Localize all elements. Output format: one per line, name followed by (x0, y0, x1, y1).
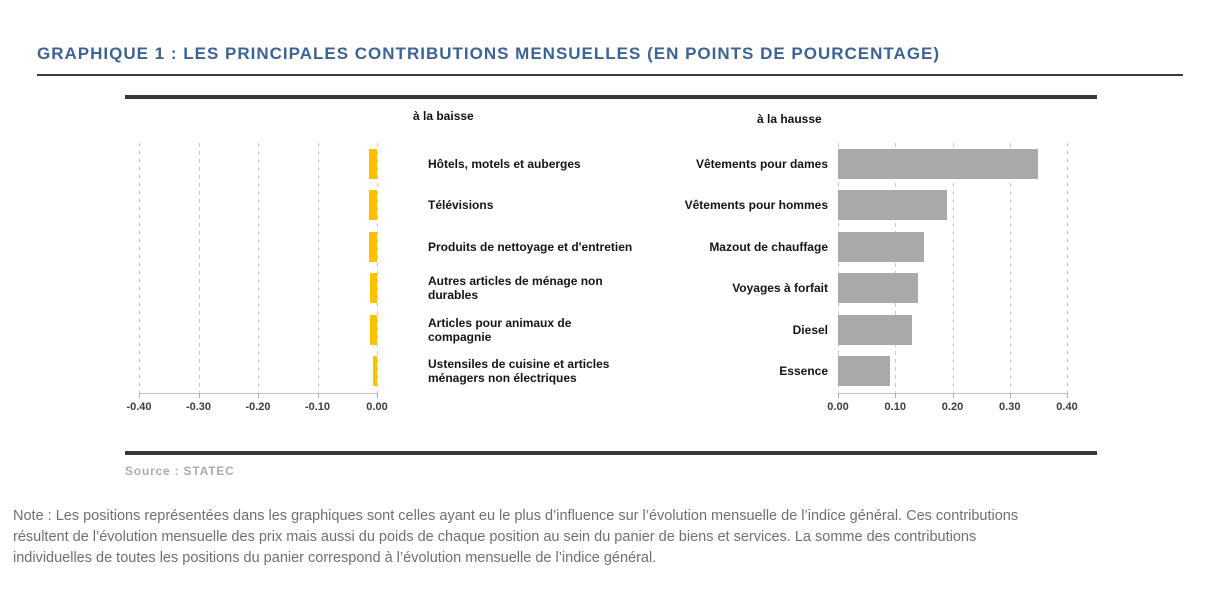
x-tick-label: 0.40 (1056, 401, 1078, 413)
category-label: Produits de nettoyage et d'entretien (428, 239, 633, 254)
axis-tick (139, 393, 140, 398)
x-tick-label: -0.10 (304, 401, 331, 413)
x-axis-line (838, 393, 1067, 394)
figure-bottom-rule (125, 451, 1097, 455)
chart-up-header: à la hausse (757, 112, 822, 126)
x-tick-label: 0.30 (999, 401, 1021, 413)
bar (838, 273, 919, 304)
axis-tick (258, 393, 259, 398)
x-tick-label: -0.20 (245, 401, 271, 413)
category-label: Vêtements pour dames (695, 157, 828, 171)
category-label: Diesel (792, 322, 828, 337)
bar (369, 273, 377, 304)
title-underline-rule (37, 74, 1183, 76)
gridline (139, 143, 140, 393)
axis-tick (952, 393, 954, 398)
bar (838, 149, 1039, 179)
x-tick-label: -0.30 (185, 401, 212, 413)
x-tick-label: 0.10 (884, 401, 906, 413)
gridline (1067, 143, 1068, 393)
axis-tick (198, 393, 200, 398)
category-label: Essence (779, 364, 828, 378)
gridline (198, 143, 200, 393)
category-label: Autres articles de ménage non durables (428, 274, 603, 303)
x-axis-line (139, 393, 377, 394)
category-label: Voyages à forfait (732, 281, 828, 296)
bar (369, 149, 377, 179)
bar (838, 356, 890, 386)
category-label: Vêtements pour hommes (684, 198, 828, 213)
source-label: Source : STATEC (125, 464, 235, 478)
gridline (1009, 143, 1011, 393)
x-tick-label: -0.40 (126, 401, 152, 413)
chart-down-plot-area: -0.40 -0.30 -0.20 -0.10 0.00 (126, 143, 388, 413)
category-label: Télévisions (428, 198, 494, 213)
axis-tick (1067, 393, 1068, 398)
bar (838, 190, 947, 221)
x-tick-label: 0.20 (941, 401, 964, 413)
gridline (895, 143, 897, 393)
axis-tick (895, 393, 897, 398)
gridline (952, 143, 954, 393)
category-label: Hôtels, motels et auberges (428, 157, 581, 171)
bar (838, 314, 913, 345)
axis-tick (317, 393, 319, 398)
bar (369, 231, 377, 262)
bar (369, 190, 377, 221)
axis-tick (838, 393, 839, 398)
bar (369, 314, 377, 345)
bar (372, 356, 377, 386)
x-tick-label: 0.00 (827, 401, 849, 413)
page-title: GRAPHIQUE 1 : LES PRINCIPALES CONTRIBUTI… (37, 44, 941, 63)
category-label: Mazout de chauffage (709, 239, 828, 254)
category-label: Ustensiles de cuisine et articles ménage… (428, 357, 610, 385)
bar (838, 231, 924, 262)
x-tick-label: 0.00 (366, 401, 388, 413)
gridline (377, 143, 378, 393)
note-paragraph: Note : Les positions représentées dans l… (13, 508, 1019, 566)
gridline (258, 143, 259, 393)
gridline (317, 143, 319, 393)
chart-down-header: à la baisse (413, 109, 474, 123)
axis-tick (1009, 393, 1011, 398)
chart-up-plot-area: 0.00 0.10 0.20 0.30 0.40 (827, 143, 1078, 413)
category-label: Articles pour animaux de compagnie (428, 315, 572, 344)
figure-top-rule (125, 95, 1097, 99)
axis-tick (377, 393, 378, 398)
gridline (838, 143, 839, 393)
